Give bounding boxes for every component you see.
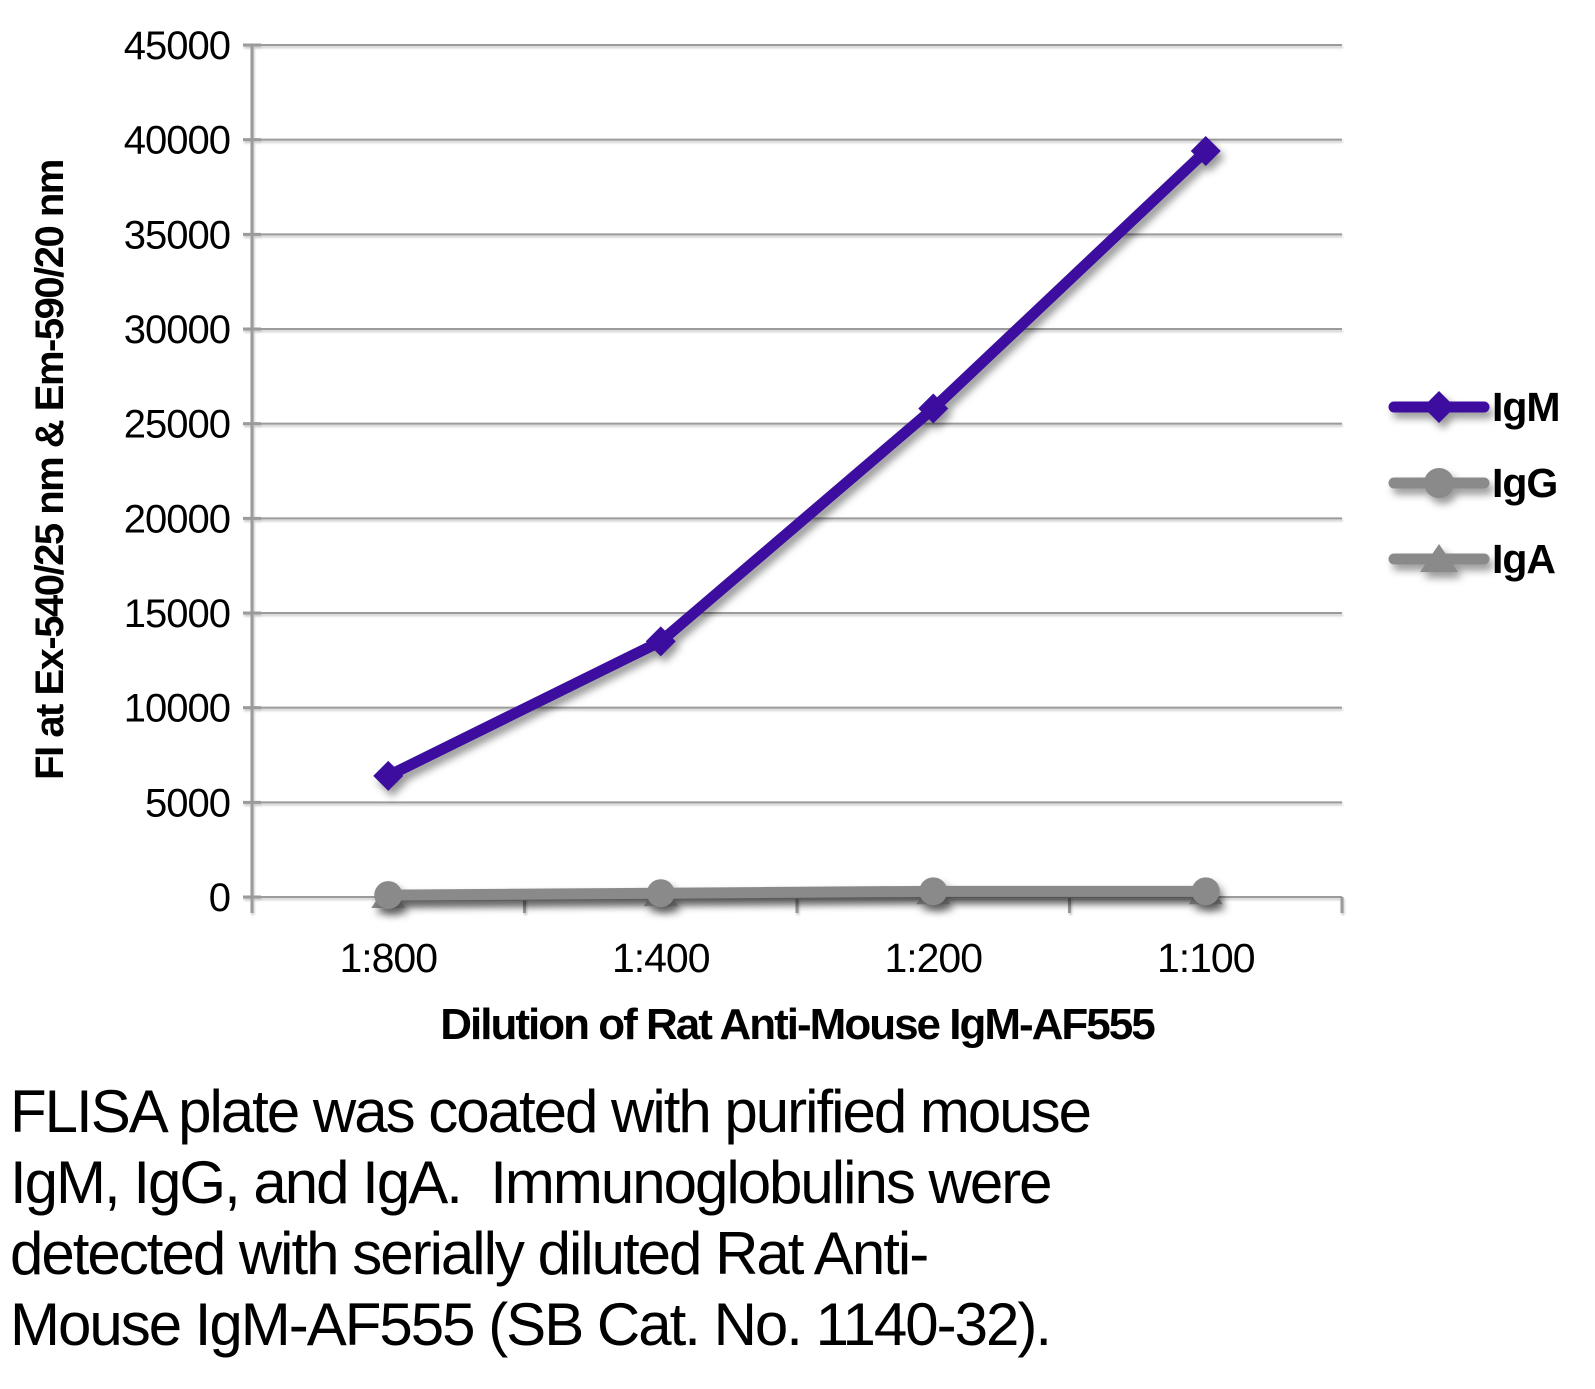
legend-label-igm: IgM xyxy=(1492,383,1561,430)
legend-item-iga: IgA xyxy=(1388,521,1560,597)
y-tick-label: 10000 xyxy=(124,687,230,731)
caption-line: detected with serially diluted Rat Anti- xyxy=(10,1220,929,1287)
y-tick-label: 25000 xyxy=(124,403,230,447)
y-tick-label: 15000 xyxy=(124,592,230,636)
x-axis-title: Dilution of Rat Anti-Mouse IgM-AF555 xyxy=(440,1000,1155,1049)
circle-swatch-icon xyxy=(1388,468,1490,498)
y-tick-label: 40000 xyxy=(124,119,230,163)
y-tick-label: 35000 xyxy=(124,213,230,257)
y-tick-label: 45000 xyxy=(124,24,230,68)
y-axis-title: FI at Ex-540/25 nm & Em-590/20 nm xyxy=(28,160,72,780)
data-point-igg-2 xyxy=(919,877,948,906)
caption-line: Mouse IgM-AF555 (SB Cat. No. 1140-32). xyxy=(10,1291,1052,1358)
series-igm xyxy=(373,136,1221,791)
legend: IgM IgG IgA xyxy=(1388,369,1561,597)
y-tick-label: 0 xyxy=(209,876,230,920)
data-point-igm-0 xyxy=(373,760,404,791)
legend-label-iga: IgA xyxy=(1492,535,1556,582)
y-tick-label: 5000 xyxy=(145,781,230,825)
triangle-swatch-icon xyxy=(1388,544,1490,572)
legend-item-igg: IgG xyxy=(1388,445,1560,521)
series-igg xyxy=(374,877,1220,910)
line-chart: 0 5000 10000 15000 20000 25000 30000 35000 40000… xyxy=(124,24,1344,981)
data-point-igg-1 xyxy=(646,879,675,908)
data-point-igm-1 xyxy=(645,626,676,657)
series-line-igm xyxy=(382,145,1212,782)
legend-label-igg: IgG xyxy=(1492,459,1558,506)
caption-line: FLISA plate was coated with purified mou… xyxy=(10,1078,1092,1145)
y-tick-label: 20000 xyxy=(124,497,230,541)
gridlines xyxy=(243,43,1344,913)
x-tick-label: 1:800 xyxy=(339,935,437,981)
data-point-igm-2 xyxy=(918,393,949,424)
figure-caption: FLISA plate was coated with purified mou… xyxy=(10,1076,1570,1360)
legend-item-igm: IgM xyxy=(1388,369,1561,445)
data-point-igg-3 xyxy=(1191,877,1220,906)
caption-line: IgM, IgG, and IgA. Immunoglobulins were xyxy=(10,1149,1053,1216)
data-point-igm-3 xyxy=(1190,136,1221,167)
x-tick-label: 1:100 xyxy=(1157,935,1255,981)
series-line-igg xyxy=(382,885,1212,901)
diamond-swatch-icon xyxy=(1388,391,1490,423)
y-tick-label: 30000 xyxy=(124,308,230,352)
x-tick-label: 1:400 xyxy=(612,935,710,981)
data-point-igg-0 xyxy=(374,881,403,910)
x-tick-label: 1:200 xyxy=(884,935,982,981)
